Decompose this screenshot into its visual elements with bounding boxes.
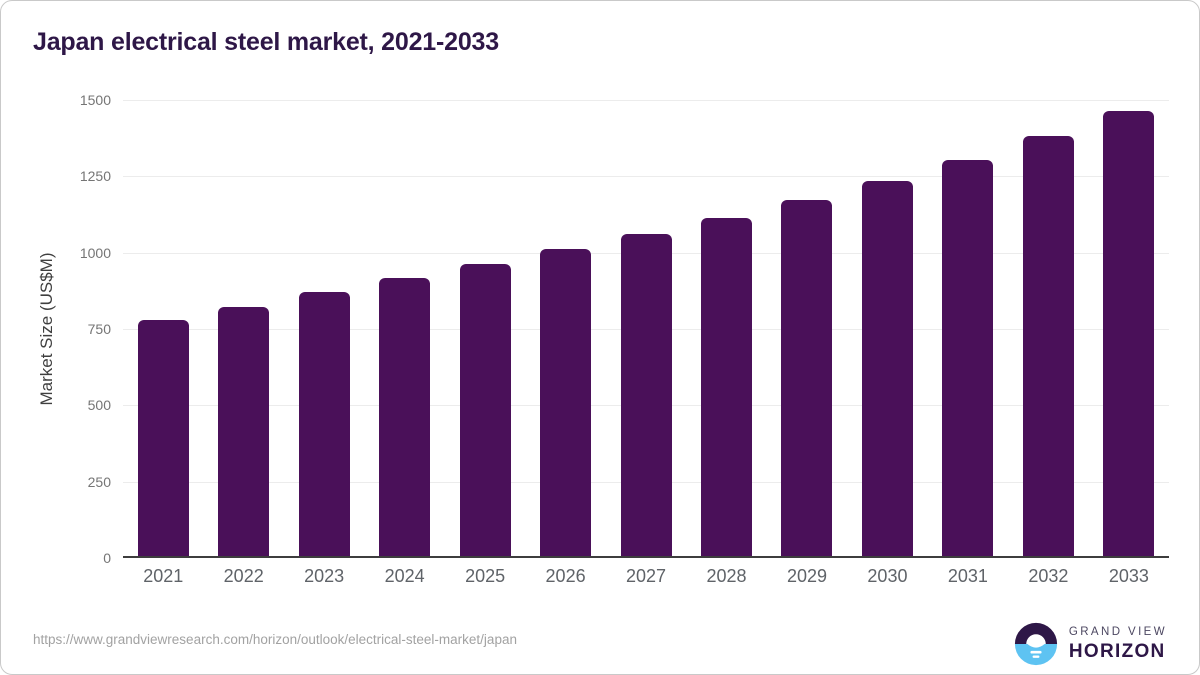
y-tick-label-1250: 1250 <box>79 168 111 185</box>
bar-2031[interactable] <box>942 160 994 556</box>
x-tick-label-2028: 2028 <box>706 566 747 586</box>
y-tick-label-1000: 1000 <box>79 244 111 261</box>
x-tick-label-2025: 2025 <box>465 566 506 586</box>
bar-2024[interactable] <box>379 278 431 556</box>
bar-2025[interactable] <box>459 264 511 556</box>
bar-2029[interactable] <box>781 199 833 556</box>
bar-2032[interactable] <box>1022 136 1074 556</box>
bar-slot-2029 <box>767 100 847 556</box>
bar-slot-2025 <box>445 100 525 556</box>
bar-2021[interactable] <box>137 320 189 556</box>
bar-slot-2031 <box>928 100 1008 556</box>
bar-2028[interactable] <box>701 217 753 556</box>
x-tick-label-2033: 2033 <box>1108 566 1149 586</box>
bar-slot-2023 <box>284 100 364 556</box>
x-tick-label-2030: 2030 <box>867 566 908 586</box>
bars-row <box>123 100 1169 556</box>
bar-slot-2030 <box>847 100 927 556</box>
bar-slot-2021 <box>123 100 203 556</box>
bar-slot-2022 <box>203 100 283 556</box>
x-tick-label-2032: 2032 <box>1028 566 1069 586</box>
y-tick-label-250: 250 <box>87 473 111 490</box>
grand-view-horizon-logo[interactable]: GRAND VIEW HORIZON <box>1013 621 1167 667</box>
logo-text: GRAND VIEW HORIZON <box>1069 626 1167 663</box>
bar-slot-2028 <box>686 100 766 556</box>
x-tick-label-2026: 2026 <box>545 566 586 586</box>
y-tick-label-0: 0 <box>103 550 111 566</box>
bar-2026[interactable] <box>540 249 592 556</box>
bar-2030[interactable] <box>861 181 913 556</box>
x-tick-label-2021: 2021 <box>143 566 184 586</box>
bar-slot-2032 <box>1008 100 1088 556</box>
bar-slot-2033 <box>1089 100 1169 556</box>
bar-2033[interactable] <box>1103 110 1155 556</box>
bar-slot-2024 <box>364 100 444 556</box>
x-axis-labels: 2021 2022 2023 2024 2025 2026 2027 2028 2029 2030… <box>123 566 1169 587</box>
horizon-sunrise-icon <box>1014 622 1057 666</box>
bar-slot-2026 <box>525 100 605 556</box>
plot-area: 0 250 500 750 1000 1250 1500 2021 2022 2023 2024 2… <box>80 92 1169 586</box>
source-url: https://www.grandviewresearch.com/horizo… <box>33 632 517 647</box>
bar-2027[interactable] <box>620 233 672 556</box>
x-tick-label-2024: 2024 <box>384 566 425 586</box>
gridline-1500 <box>123 100 1169 101</box>
bar-2023[interactable] <box>298 291 350 556</box>
x-tick-label-2023: 2023 <box>304 566 345 586</box>
x-tick-label-2029: 2029 <box>786 566 827 586</box>
logo-grand-view-label: GRAND VIEW <box>1068 625 1167 638</box>
x-tick-label-2027: 2027 <box>626 566 667 586</box>
logo-horizon-label: HORIZON <box>1068 640 1166 662</box>
y-tick-label-1500: 1500 <box>79 92 111 108</box>
bar-2022[interactable] <box>218 306 270 556</box>
chart-title: Japan electrical steel market, 2021-2033 <box>33 28 499 56</box>
x-tick-label-2031: 2031 <box>947 566 988 586</box>
bar-slot-2027 <box>606 100 686 556</box>
y-tick-label-500: 500 <box>87 397 111 414</box>
y-tick-label-750: 750 <box>87 321 111 337</box>
x-tick-label-2022: 2022 <box>223 566 264 586</box>
gridline-1250 <box>123 176 1169 178</box>
